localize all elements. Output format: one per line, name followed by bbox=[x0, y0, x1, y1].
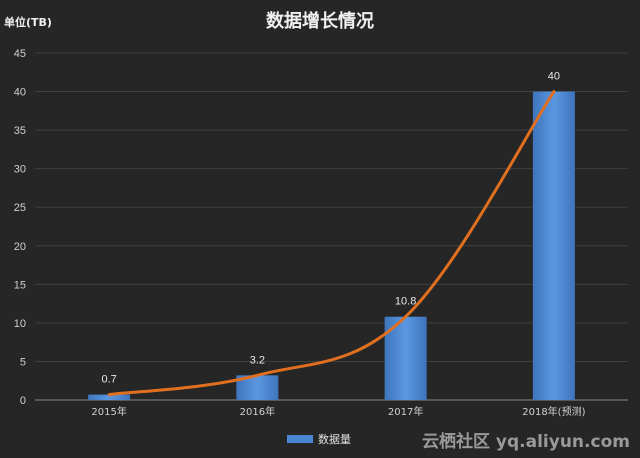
y-tick-label: 10 bbox=[14, 318, 26, 330]
legend-swatch bbox=[287, 435, 313, 443]
bar bbox=[532, 91, 575, 401]
x-tick-label: 2018年(预测) bbox=[522, 405, 585, 418]
line-series bbox=[107, 90, 556, 397]
legend-label: 数据量 bbox=[318, 432, 351, 446]
y-tick-label: 35 bbox=[14, 125, 26, 137]
series-line bbox=[107, 90, 556, 397]
unit-label: 单位(TB) bbox=[4, 15, 52, 29]
y-tick-label: 20 bbox=[14, 241, 26, 253]
y-tick-label: 40 bbox=[14, 87, 26, 99]
y-axis: 0 5 10 15 20 25 30 35 40 45 bbox=[14, 48, 26, 407]
data-label: 3.2 bbox=[250, 354, 265, 366]
data-label: 0.7 bbox=[101, 374, 116, 386]
y-tick-label: 30 bbox=[14, 164, 26, 176]
data-label: 10.8 bbox=[395, 296, 416, 308]
x-tick-label: 2016年 bbox=[240, 405, 275, 418]
chart-title: 数据增长情况 bbox=[266, 10, 374, 32]
data-labels: 0.7 3.2 10.8 40 bbox=[101, 71, 560, 386]
y-tick-label: 5 bbox=[20, 356, 26, 368]
data-label: 40 bbox=[548, 71, 560, 83]
y-tick-label: 15 bbox=[14, 279, 26, 291]
y-tick-label: 25 bbox=[14, 202, 26, 214]
x-tick-label: 2017年 bbox=[388, 405, 423, 418]
x-tick-label: 2015年 bbox=[91, 405, 126, 418]
legend: 数据量 bbox=[287, 432, 351, 446]
y-tick-label: 45 bbox=[14, 48, 26, 60]
bar bbox=[88, 394, 131, 400]
y-tick-label: 0 bbox=[20, 395, 26, 407]
x-axis: 2015年 2016年 2017年 2018年(预测) bbox=[91, 405, 585, 418]
watermark: 云栖社区 yq.aliyun.com bbox=[422, 431, 630, 452]
gridlines bbox=[35, 52, 628, 401]
